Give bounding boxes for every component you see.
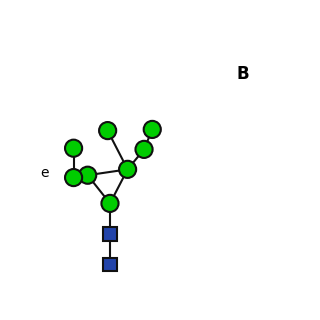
Circle shape bbox=[65, 169, 82, 186]
Circle shape bbox=[135, 141, 153, 158]
Circle shape bbox=[119, 161, 136, 178]
Circle shape bbox=[65, 140, 82, 157]
Bar bbox=[103, 227, 117, 241]
Circle shape bbox=[144, 121, 161, 138]
Bar bbox=[103, 258, 117, 271]
Circle shape bbox=[79, 167, 96, 184]
Circle shape bbox=[99, 122, 116, 139]
Text: e: e bbox=[41, 166, 49, 180]
Circle shape bbox=[101, 195, 118, 212]
Text: B: B bbox=[236, 65, 249, 83]
